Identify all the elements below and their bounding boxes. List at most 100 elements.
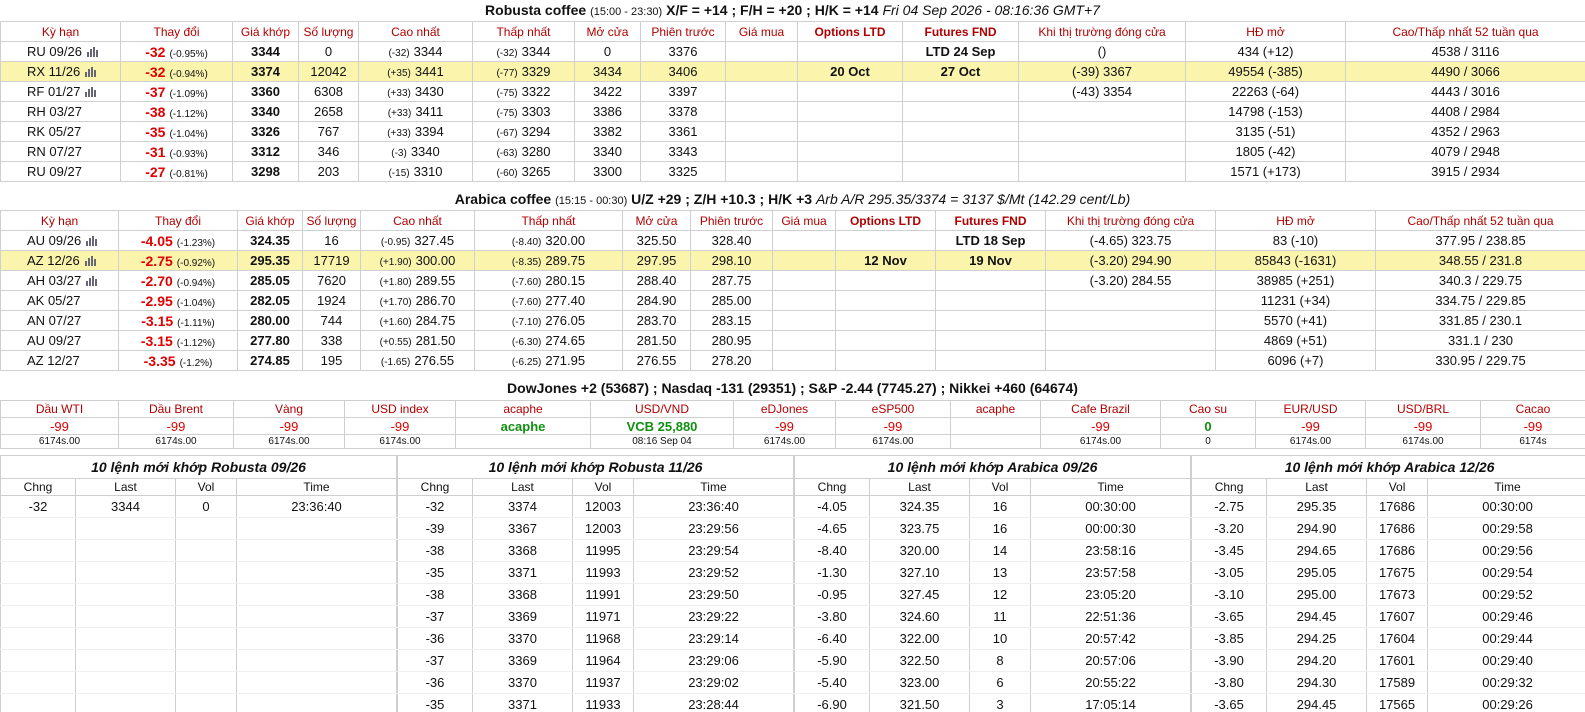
cell: 6096 (+7) [1215, 350, 1376, 371]
cell-text: 4443 / 3016 [1431, 84, 1500, 99]
trade-cell: 3 [969, 693, 1032, 712]
cell: (-43) 3354 [1018, 81, 1186, 102]
cell: (+33) 3411 [358, 101, 473, 122]
cell-text: 83 (-10) [1272, 233, 1319, 248]
cell-part: -3.35 [143, 352, 176, 369]
cell-text: 16 [324, 233, 339, 248]
cell-part: -32 [145, 43, 166, 60]
cell [835, 230, 936, 251]
cell: 3325 [640, 161, 726, 182]
trade-cell: -32 [0, 495, 76, 518]
chart-icon[interactable] [84, 66, 97, 77]
cell-text: 434 (+12) [1237, 44, 1294, 59]
header-row: Kỳ hạn Thay đổi Giá khớp Số lượng Cao nhất Th… [0, 210, 1585, 231]
cell-text: 348.55 / 231.8 [1438, 253, 1523, 268]
cell-part: (-75) [496, 108, 518, 119]
column-header: Chng [794, 478, 871, 496]
chart-icon[interactable] [86, 46, 98, 57]
cell [725, 121, 798, 142]
cell-part: (-0.95%) [169, 48, 208, 60]
cell: (-7.10) 276.05 [474, 310, 623, 331]
trade-row: -37 3369 11964 23:29:06 [397, 649, 795, 672]
chart-icon[interactable] [84, 255, 96, 266]
cell-text: 3386 [593, 104, 622, 119]
cell-text: 3300 [593, 164, 622, 179]
cell: 6308 [298, 81, 359, 102]
market-cell: acaphe [455, 417, 591, 435]
cell-text: 14798 (-153) [1228, 104, 1303, 119]
chart-icon[interactable] [85, 235, 98, 246]
trade-row [0, 671, 397, 694]
cell-text: 0 [324, 44, 333, 59]
header-row: Chng Last Vol Time [397, 478, 795, 496]
cell: 4408 / 2984 [1345, 101, 1585, 122]
trade-cell: 11968 [572, 627, 634, 650]
cell-part: (-7.60) [511, 277, 542, 288]
cell [902, 121, 1019, 142]
cell: (-77) 3329 [472, 61, 575, 82]
cell-text: 3135 (-51) [1235, 124, 1296, 139]
column-header: Giá mua [772, 210, 836, 231]
trade-cell: 17601 [1366, 649, 1429, 672]
trade-row: -6.90 321.50 3 17:05:14 [794, 693, 1192, 712]
trade-cell: 11 [969, 605, 1032, 628]
cell-text: 285.00 [711, 293, 752, 308]
cell [772, 350, 836, 371]
trade-cell: 20:57:42 [1030, 627, 1192, 650]
trade-cell [236, 649, 397, 672]
column-header: Giá khớp [232, 21, 299, 42]
cell-text: 338 [320, 333, 343, 348]
trade-cell: 327.45 [869, 583, 971, 606]
cell-part: 276.05 [545, 313, 586, 328]
cell-part: -3.15 [140, 332, 173, 349]
cell: 274.85 [237, 350, 303, 371]
trade-cell: -35 [397, 561, 473, 584]
chart-icon[interactable] [85, 275, 98, 286]
cell: 5570 (+41) [1215, 310, 1376, 331]
cell: 330.95 / 229.75 [1375, 350, 1585, 371]
trade-cell [236, 561, 397, 584]
cell [902, 141, 1019, 162]
market-cell: -99 [1365, 417, 1481, 435]
cell-text: 7620 [317, 273, 346, 288]
cell [772, 270, 836, 291]
cell-part: (-1.04%) [176, 297, 216, 309]
cell-text: 5570 (+41) [1263, 313, 1328, 328]
cell: -32 (-0.94%) [120, 61, 233, 82]
cell-part: 3340 [410, 144, 440, 159]
trade-row: -32 3344 0 23:36:40 [0, 495, 397, 518]
column-header: Time [236, 478, 397, 496]
cell: 3312 [232, 141, 299, 162]
column-header: Time [632, 478, 795, 496]
trade-cell: 12 [969, 583, 1032, 606]
cell-text: 276.55 [636, 353, 677, 368]
cell [1018, 141, 1186, 162]
column-header: Futures FND [935, 210, 1046, 231]
cell [725, 141, 798, 162]
column-header: Last [1266, 478, 1368, 496]
trade-cell: 321.50 [869, 693, 971, 712]
cell-text: 331.85 / 230.1 [1438, 313, 1523, 328]
cell-text: 3325 [668, 164, 698, 179]
cell-text: () [1097, 44, 1107, 59]
cell: 195 [302, 350, 361, 371]
cell-part: 280.15 [545, 273, 586, 288]
cell: 331.85 / 230.1 [1375, 310, 1585, 331]
cell: 16 [302, 230, 361, 251]
column-header: Futures FND [902, 21, 1019, 42]
trade-cell [0, 627, 76, 650]
cell-text: 27 Oct [940, 64, 981, 79]
cell-part: (-0.92%) [176, 257, 216, 269]
cell: 3300 [574, 161, 641, 182]
cell: -31 (-0.93%) [120, 141, 233, 162]
chart-icon[interactable] [84, 86, 97, 97]
cell-text: 3326 [251, 124, 280, 139]
cell-part: (+1.70) [379, 297, 412, 308]
cell-text: 11231 (+34) [1260, 293, 1331, 308]
cell: 4538 / 3116 [1345, 41, 1585, 62]
cell [835, 290, 936, 311]
cell: 324.35 [237, 230, 303, 251]
trade-cell: 23:29:52 [632, 561, 795, 584]
cell-part: (-1.12%) [169, 108, 208, 120]
trade-cell: 295.00 [1266, 583, 1368, 606]
